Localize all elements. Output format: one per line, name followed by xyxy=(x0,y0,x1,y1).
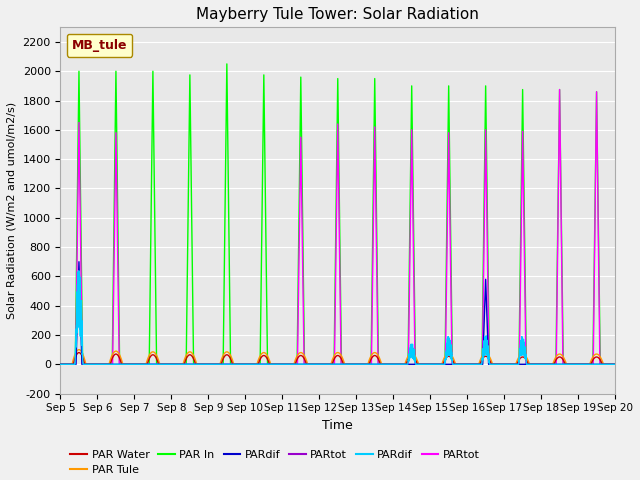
X-axis label: Time: Time xyxy=(323,419,353,432)
Legend: PAR Water, PAR Tule, PAR In, PARdif, PARtot, PARdif, PARtot: PAR Water, PAR Tule, PAR In, PARdif, PAR… xyxy=(66,445,484,480)
Title: Mayberry Tule Tower: Solar Radiation: Mayberry Tule Tower: Solar Radiation xyxy=(196,7,479,22)
Y-axis label: Solar Radiation (W/m2 and umol/m2/s): Solar Radiation (W/m2 and umol/m2/s) xyxy=(7,102,17,319)
